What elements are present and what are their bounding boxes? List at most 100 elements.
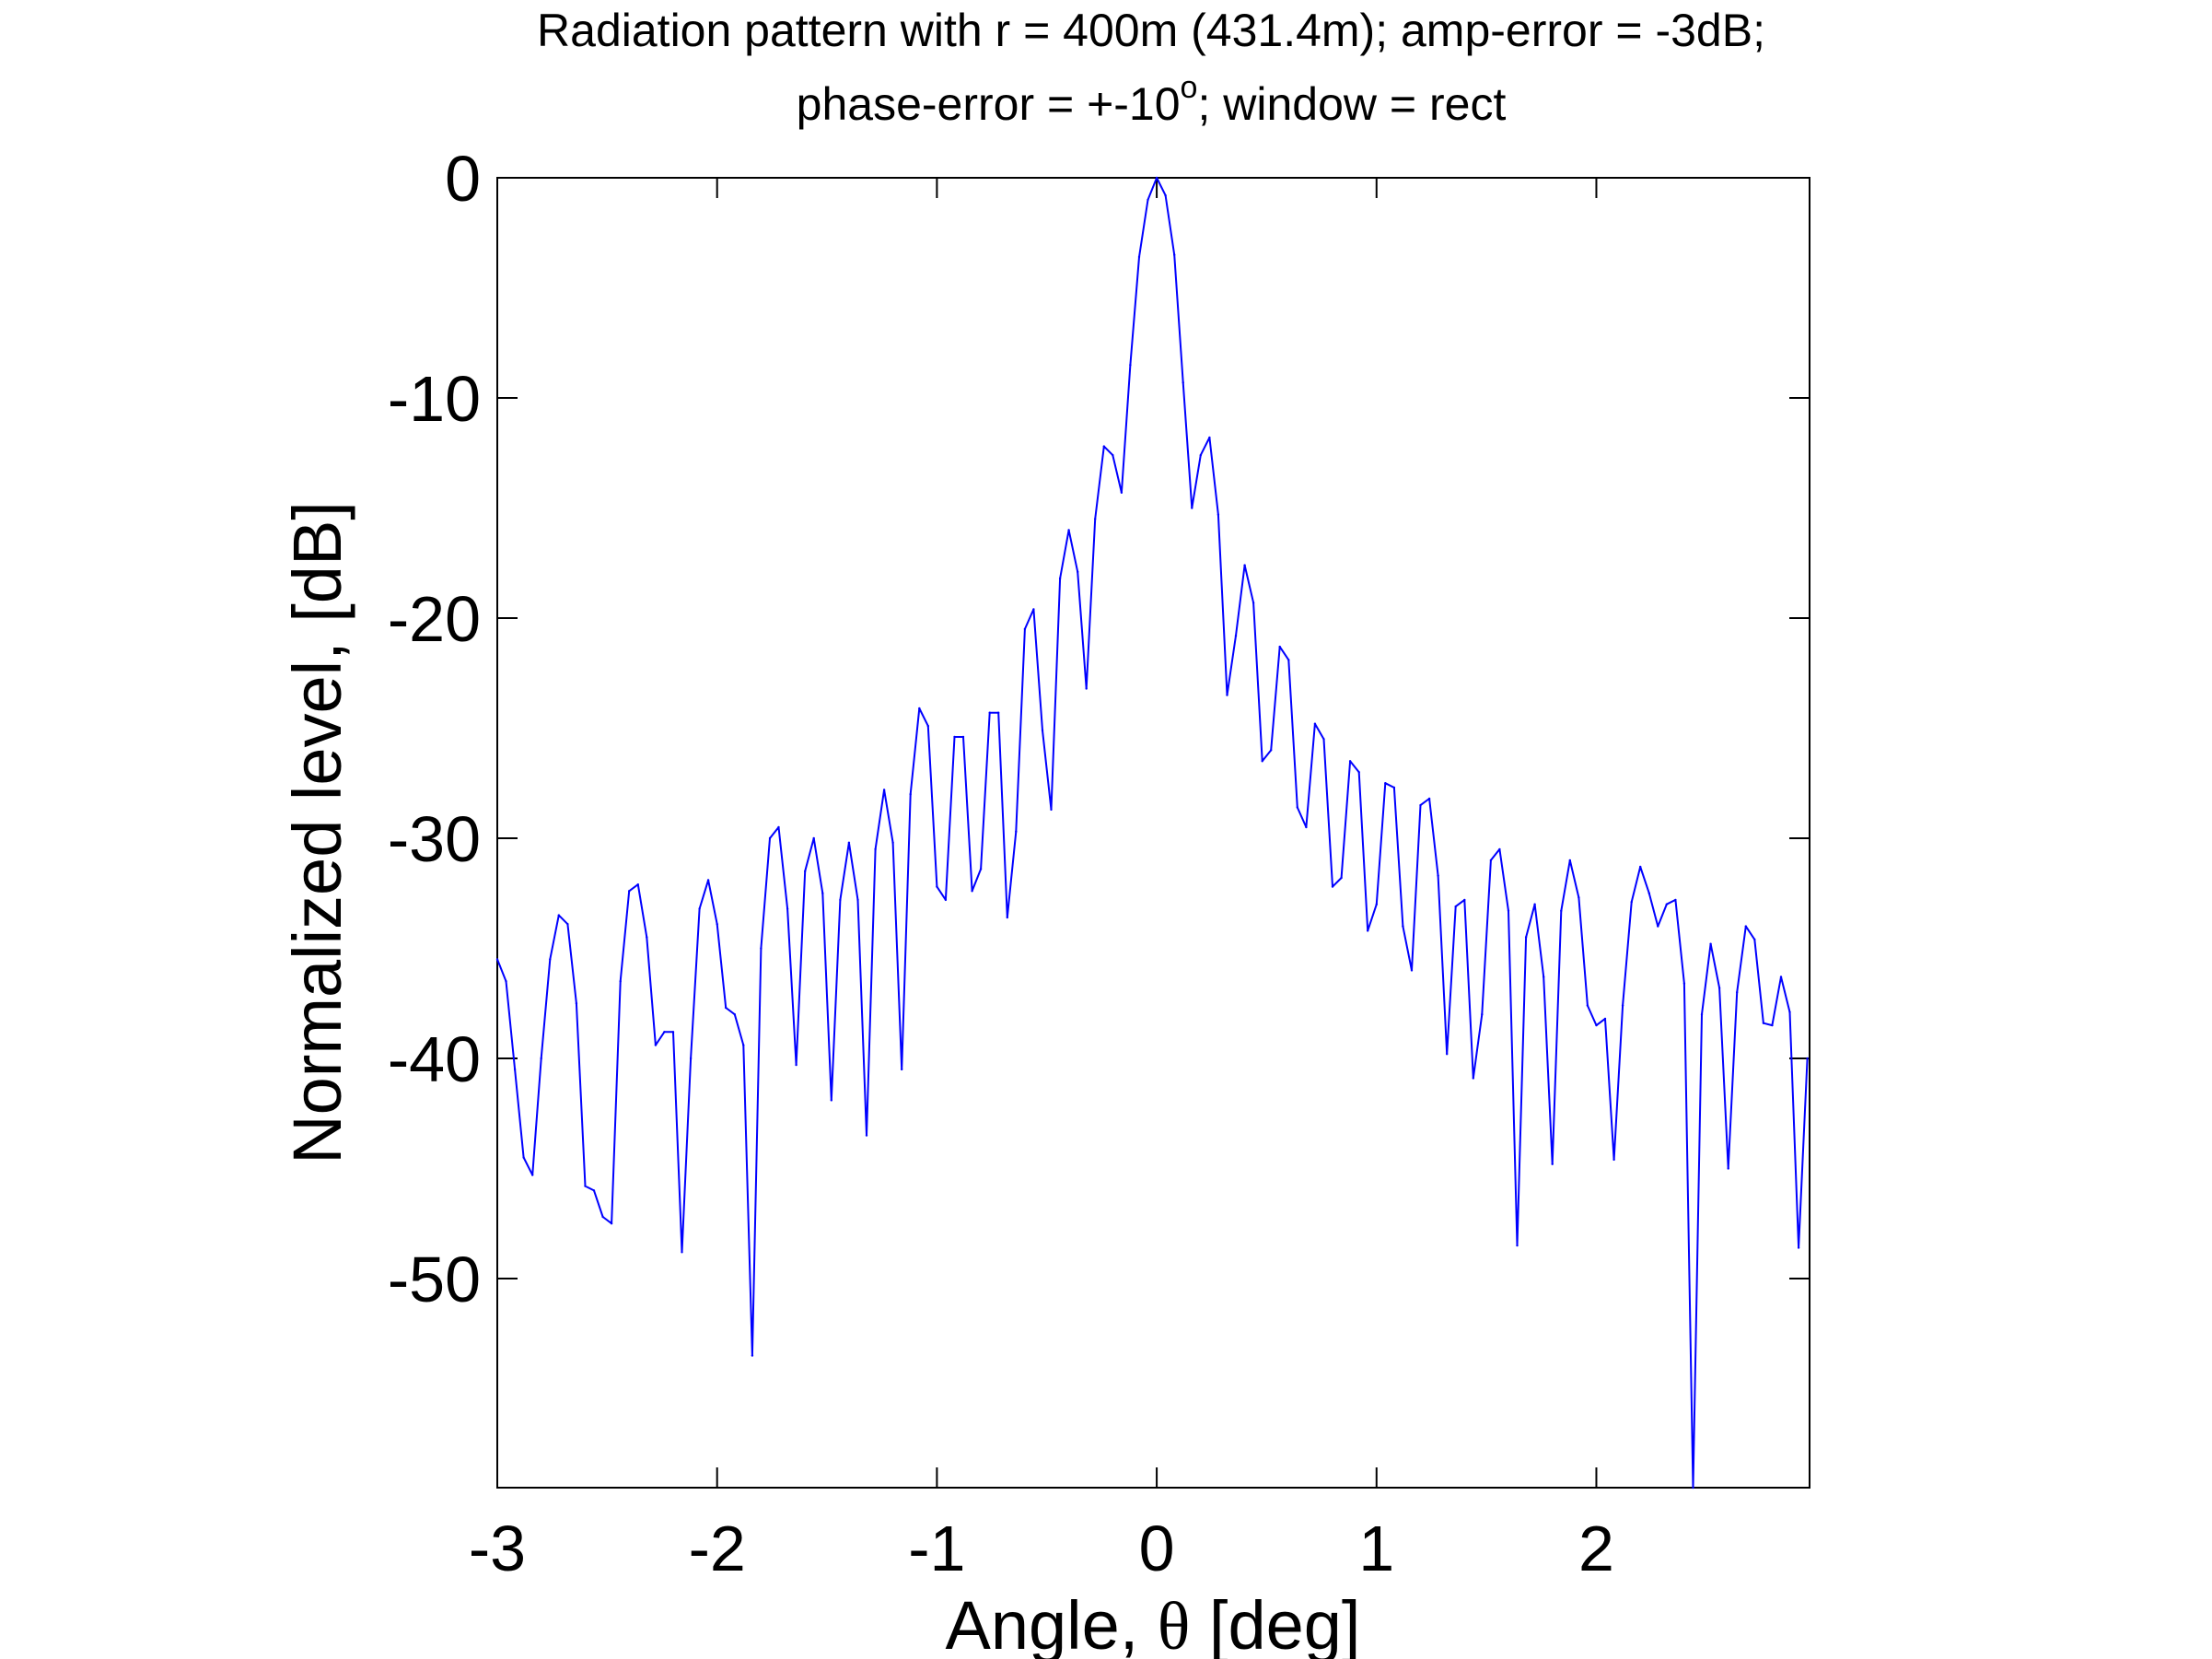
- data-point: [1155, 176, 1158, 180]
- data-point: [716, 923, 718, 926]
- data-point: [1551, 1162, 1554, 1165]
- data-point: [1331, 885, 1334, 888]
- data-point: [1252, 602, 1255, 604]
- data-point: [1797, 1246, 1800, 1249]
- data-point: [1647, 892, 1651, 894]
- data-point: [1472, 1077, 1475, 1080]
- data-point: [961, 735, 965, 739]
- data-point: [1446, 1053, 1449, 1056]
- data-point: [1375, 903, 1379, 905]
- data-point: [760, 947, 763, 950]
- y-axis-label: Normalized level, [dB]: [279, 501, 355, 1164]
- title-degree-superscript: o: [1181, 70, 1198, 105]
- data-point: [566, 923, 569, 926]
- data-point: [1112, 453, 1114, 457]
- data-point: [1182, 381, 1184, 384]
- data-point: [1367, 929, 1369, 932]
- data-point: [1692, 1486, 1694, 1490]
- data-point: [1437, 874, 1439, 877]
- x-tick-label: -3: [469, 1513, 526, 1584]
- data-point: [1665, 903, 1669, 905]
- plot-area-frame: [496, 177, 1810, 1489]
- data-point: [1709, 942, 1712, 945]
- data-point: [1023, 627, 1027, 631]
- data-point: [1032, 608, 1035, 611]
- data-point: [742, 1044, 745, 1046]
- data-point: [1481, 1013, 1484, 1016]
- chart-title-line2: phase-error = +-10o; window = rect: [797, 70, 1507, 130]
- x-label-prefix: Angle,: [946, 1587, 1158, 1659]
- data-point: [768, 836, 772, 840]
- data-point: [663, 1031, 666, 1034]
- data-point: [1261, 760, 1263, 763]
- data-point: [1806, 1057, 1809, 1060]
- data-point: [936, 885, 938, 888]
- data-point: [1595, 1023, 1598, 1027]
- data-point: [1402, 925, 1404, 928]
- chart-title-line1: Radiation pattern with r = 400m (431.4m)…: [537, 5, 1765, 56]
- data-point: [856, 898, 859, 902]
- data-point: [733, 1013, 736, 1016]
- data-point: [584, 1185, 587, 1187]
- data-point: [654, 1044, 658, 1046]
- data-point: [1568, 859, 1572, 862]
- data-point: [909, 793, 912, 796]
- title-line2-suffix: ; window = rect: [1197, 78, 1506, 130]
- data-point: [1313, 722, 1317, 725]
- data-point: [1516, 1244, 1519, 1247]
- data-point: [575, 1002, 578, 1005]
- data-point: [1305, 825, 1308, 829]
- data-point: [1173, 253, 1176, 256]
- data-point: [839, 898, 842, 902]
- data-point: [1015, 830, 1018, 833]
- data-point: [522, 1156, 525, 1159]
- data-point: [1727, 1167, 1729, 1170]
- data-point: [1524, 936, 1528, 939]
- data-point: [1058, 577, 1062, 580]
- data-point: [1543, 976, 1545, 978]
- x-axis-label: Angle, θ [deg]: [946, 1587, 1361, 1659]
- data-point: [918, 707, 921, 710]
- data-point: [1094, 518, 1097, 520]
- data-point: [1278, 645, 1281, 648]
- data-point: [1612, 1158, 1615, 1162]
- data-point: [1489, 859, 1493, 862]
- data-point: [1085, 687, 1088, 690]
- data-point: [988, 711, 991, 714]
- data-point: [513, 1068, 517, 1071]
- data-point: [1533, 903, 1536, 905]
- data-point: [725, 1006, 728, 1010]
- data-point: [531, 1174, 534, 1176]
- data-point: [1639, 865, 1642, 869]
- data-layer: [495, 176, 1809, 1490]
- data-point: [495, 958, 499, 961]
- data-point: [549, 958, 552, 961]
- y-tick-label: -40: [388, 1023, 481, 1095]
- data-point: [751, 1354, 754, 1357]
- y-tick-label: -30: [388, 803, 481, 875]
- data-point: [1578, 896, 1580, 899]
- data-point: [830, 1099, 832, 1102]
- data-point: [1586, 1004, 1589, 1007]
- data-point: [1296, 806, 1299, 809]
- data-point: [1234, 634, 1238, 637]
- title-line2-prefix: phase-error = +-10: [797, 78, 1181, 130]
- data-point: [1419, 803, 1422, 807]
- data-point: [1348, 760, 1352, 763]
- x-tick-label: -1: [908, 1513, 965, 1584]
- data-point: [1657, 925, 1659, 928]
- x-tick-label: 1: [1358, 1513, 1394, 1584]
- data-point: [795, 1063, 797, 1067]
- data-point: [1226, 694, 1228, 696]
- data-point: [1560, 909, 1563, 912]
- data-point: [1427, 797, 1431, 800]
- data-point: [619, 980, 622, 983]
- data-point: [1717, 987, 1721, 989]
- data-point: [1630, 901, 1633, 904]
- data-point: [1410, 969, 1414, 972]
- data-point: [1357, 771, 1360, 774]
- data-point: [689, 1057, 693, 1060]
- data-point: [698, 907, 701, 910]
- data-point: [1392, 786, 1396, 789]
- data-point: [812, 836, 815, 840]
